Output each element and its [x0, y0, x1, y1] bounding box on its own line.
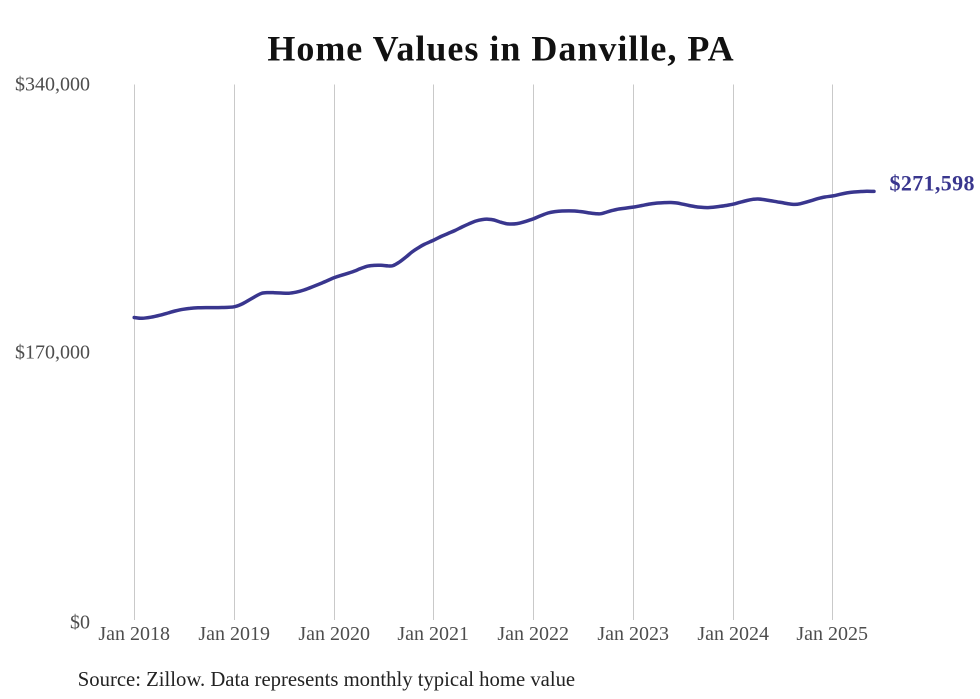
- svg-text:Jan 2020: Jan 2020: [298, 623, 370, 645]
- svg-text:Home Values in Danville, PA: Home Values in Danville, PA: [267, 29, 734, 69]
- svg-text:$0: $0: [70, 612, 90, 634]
- svg-text:Source: Zillow. Data represent: Source: Zillow. Data represents monthly …: [78, 669, 575, 691]
- svg-text:Jan 2023: Jan 2023: [597, 623, 669, 645]
- svg-text:Jan 2018: Jan 2018: [98, 623, 170, 645]
- svg-text:$170,000: $170,000: [15, 342, 90, 364]
- svg-text:Jan 2022: Jan 2022: [497, 623, 569, 645]
- svg-text:Jan 2019: Jan 2019: [198, 623, 270, 645]
- svg-text:$340,000: $340,000: [15, 74, 90, 96]
- svg-text:Jan 2021: Jan 2021: [397, 623, 469, 645]
- svg-text:$271,598: $271,598: [890, 171, 975, 196]
- svg-text:Jan 2025: Jan 2025: [796, 623, 868, 645]
- svg-text:Jan 2024: Jan 2024: [697, 623, 769, 645]
